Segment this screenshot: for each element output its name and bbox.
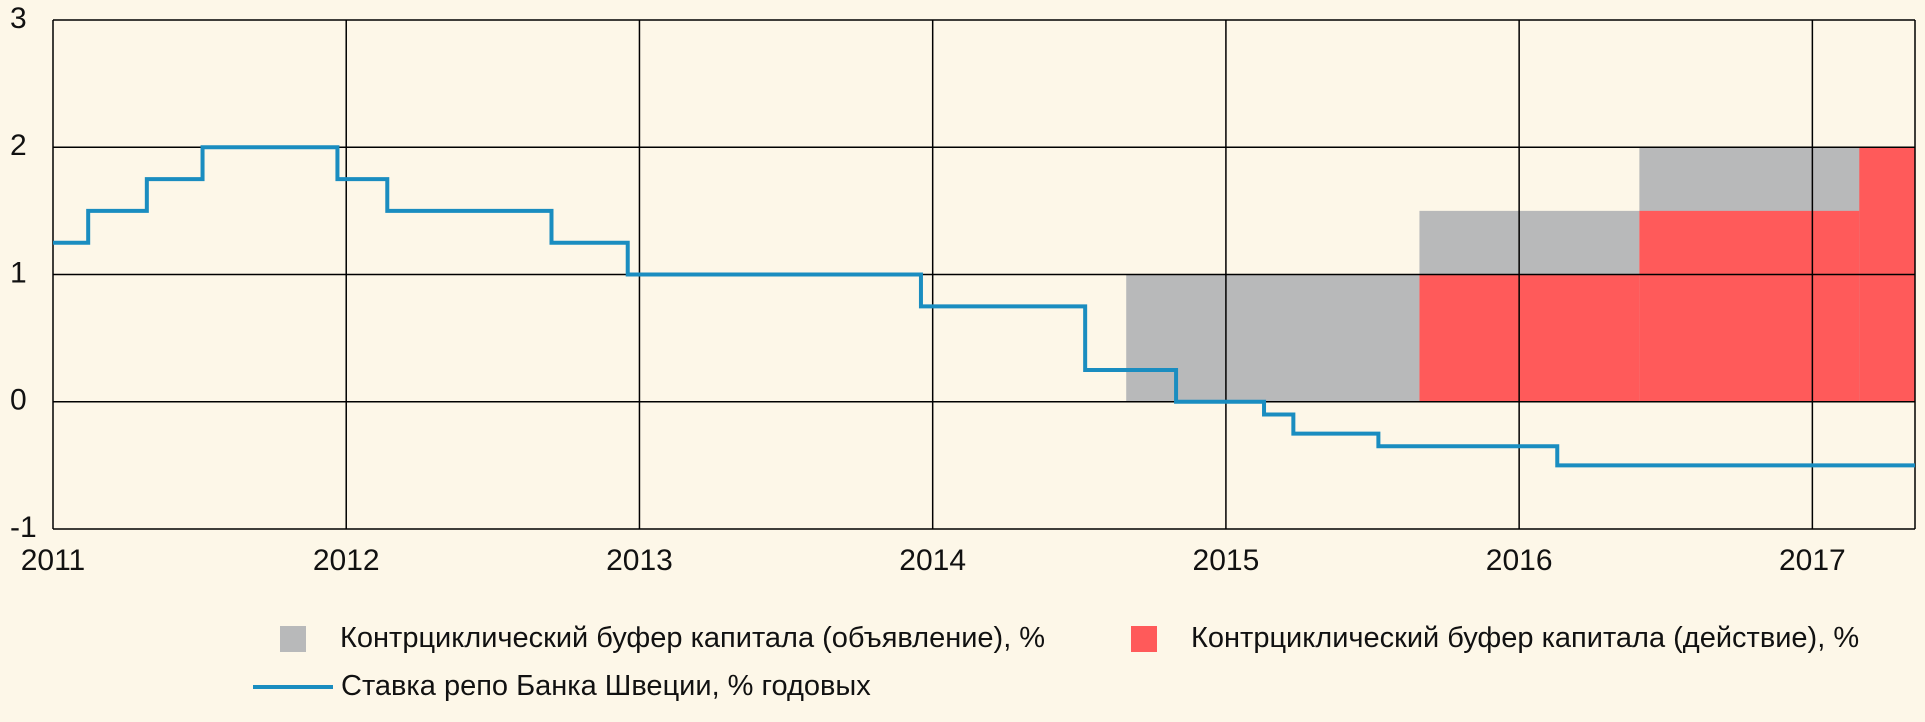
y-tick-label: 1 [10,256,27,289]
announced-buffer-step-0 [1126,274,1420,402]
legend-item-announced: Контрциклический буфер капитала (объявле… [280,622,1045,655]
axis-tick-labels: -1 0 1 2 3 2011 2012 2013 2014 2015 2016 2017 [10,2,1846,577]
repo-rate-line-group [53,145,1915,468]
y-tick-label: -1 [10,511,37,544]
legend-item-repo-rate: Ставка репо Банка Швеции, % годовых [253,670,871,703]
legend-item-effective: Контрциклический буфер капитала (действи… [1131,622,1859,655]
legend-label-announced: Контрциклический буфер капитала (объявле… [340,622,1046,654]
legend-line-repo-rate [253,684,333,689]
y-tick-label: 0 [10,384,27,417]
chart-plot: -1 0 1 2 3 2011 2012 2013 2014 2015 2016 2017 [10,2,1916,577]
legend-swatch-announced [280,625,306,652]
effective-buffer-step-0 [1419,274,1640,402]
legend: Контрциклический буфер капитала (объявле… [0,610,1925,722]
legend-label-repo-rate: Ставка репо Банка Швеции, % годовых [341,670,871,702]
legend-swatch-effective [1131,625,1157,652]
x-tick-label: 2011 [21,544,86,577]
x-tick-label: 2015 [1193,544,1260,577]
x-tick-label: 2012 [313,544,380,577]
effective-buffer-step-1 [1639,210,1860,402]
x-tick-label: 2014 [899,544,966,577]
legend-label-effective: Контрциклический буфер капитала (действи… [1191,622,1860,654]
x-tick-label: 2017 [1779,544,1846,577]
repo-rate-line [53,145,1915,468]
y-tick-label: 2 [10,129,27,162]
x-tick-label: 2013 [606,544,673,577]
y-tick-label: 3 [10,2,27,35]
grid-lines [52,19,1916,530]
x-tick-label: 2016 [1486,544,1553,577]
